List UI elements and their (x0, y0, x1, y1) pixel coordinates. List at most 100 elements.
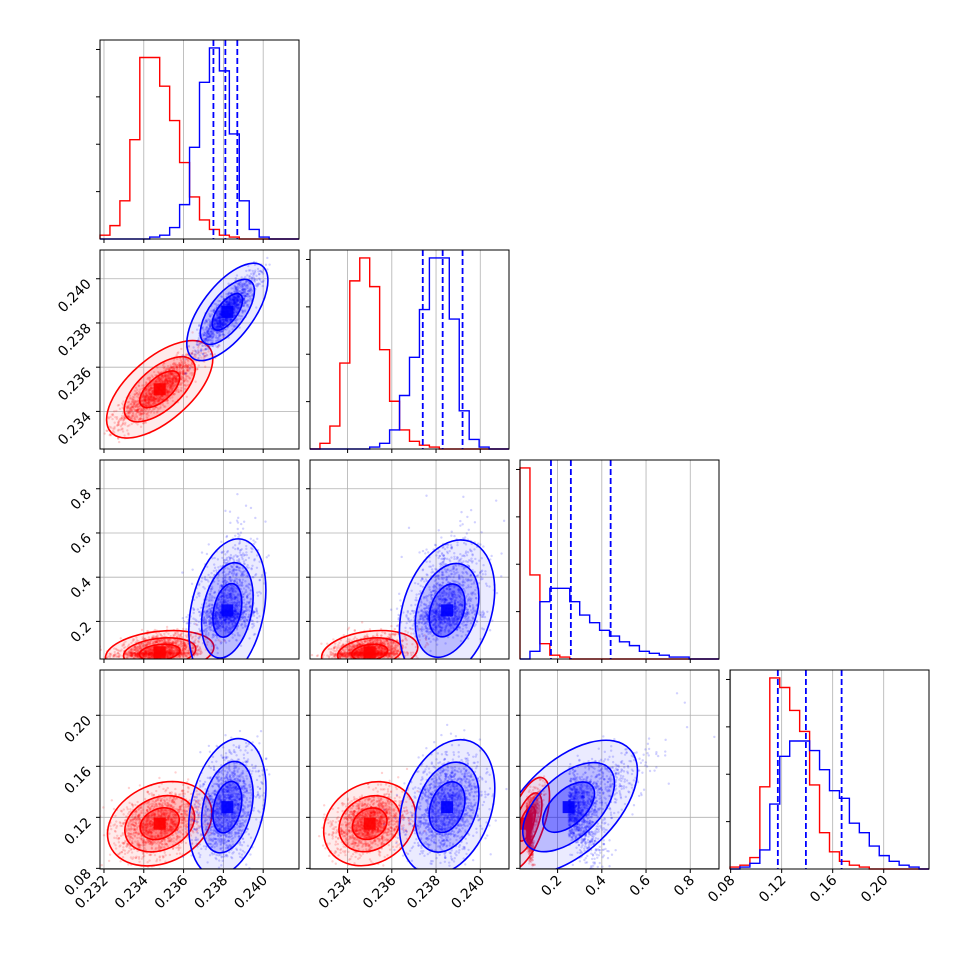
sample-point (253, 278, 256, 281)
sample-point (118, 417, 122, 421)
sample-point (145, 388, 148, 391)
sample-point (207, 335, 211, 339)
sample-point (166, 380, 170, 383)
sample-point (207, 329, 210, 332)
sample-point (152, 396, 155, 399)
sample-point (260, 270, 264, 274)
sample-point (181, 376, 185, 379)
sample-point (171, 382, 175, 385)
sample-point (134, 405, 138, 408)
sample-point (165, 386, 169, 389)
sample-point (232, 302, 235, 305)
sample-point (213, 321, 216, 325)
sample-point (133, 393, 136, 396)
sample-point (154, 378, 157, 382)
sample-point (195, 368, 198, 371)
sample-point (136, 423, 139, 426)
sample-point (136, 410, 140, 414)
sample-point (127, 410, 130, 414)
sample-point (127, 406, 130, 410)
sample-point (181, 365, 185, 369)
sample-point (195, 367, 199, 371)
sample-point (172, 374, 175, 378)
sample-point (171, 399, 175, 403)
sample-point (133, 405, 137, 409)
sample-point (185, 366, 188, 369)
sample-point (164, 367, 168, 371)
sample-point (143, 394, 147, 398)
sample-point (174, 378, 178, 381)
sample-point (228, 301, 231, 304)
sample-point (216, 322, 219, 326)
sample-point (256, 537, 259, 541)
sample-point (163, 378, 166, 381)
sample-point (190, 371, 194, 375)
sample-point (175, 366, 178, 369)
sample-point (133, 409, 137, 412)
sample-point (144, 388, 148, 392)
sample-point (247, 292, 250, 295)
sample-point (170, 384, 174, 387)
sample-point (144, 389, 148, 393)
sample-point (161, 398, 164, 402)
sample-point (96, 433, 98, 435)
sample-point (130, 406, 133, 409)
sample-point (201, 353, 205, 356)
sample-point (181, 381, 185, 385)
sample-point (140, 412, 143, 416)
sample-point (182, 365, 186, 368)
sample-point (144, 398, 147, 402)
sample-point (216, 322, 220, 326)
sample-point (207, 323, 210, 327)
sample-point (110, 660, 112, 662)
sample-point (165, 382, 168, 386)
sample-point (202, 334, 206, 337)
sample-point (149, 386, 153, 390)
sample-point (150, 394, 154, 398)
sample-point (158, 395, 161, 399)
sample-point (130, 405, 133, 409)
sample-point (234, 301, 238, 305)
sample-point (133, 403, 136, 407)
sample-point (261, 272, 265, 275)
sample-point (207, 327, 211, 330)
sample-point (184, 372, 187, 375)
sample-point (128, 407, 132, 411)
sample-point (144, 396, 147, 399)
sample-point (215, 322, 218, 326)
sample-point (148, 376, 151, 379)
sample-point (109, 433, 112, 436)
panel-frame (519, 459, 720, 660)
sample-point (126, 429, 129, 432)
sample-point (153, 407, 156, 411)
sample-point (171, 373, 174, 376)
sample-point (160, 377, 163, 380)
sample-point (183, 378, 186, 382)
sample-point (139, 409, 143, 412)
sample-point (167, 391, 170, 395)
sample-point (153, 401, 157, 404)
sample-point (178, 366, 182, 369)
sample-point (158, 395, 161, 398)
sample-point (139, 412, 143, 415)
sample-point (117, 423, 121, 426)
sample-point (202, 334, 205, 338)
sample-point (215, 321, 219, 325)
sample-point (171, 366, 174, 370)
sample-point (149, 393, 153, 397)
sample-point (183, 372, 187, 375)
sample-point (142, 421, 145, 425)
sample-point (177, 365, 180, 368)
sample-point (219, 338, 222, 341)
sample-point (245, 303, 249, 307)
sample-point (147, 401, 151, 404)
sample-point (171, 377, 174, 381)
sample-point (120, 417, 123, 420)
sample-point (210, 327, 214, 331)
sample-point (234, 298, 237, 301)
sample-point (266, 256, 269, 260)
sample-point (210, 337, 213, 340)
density-peak (221, 305, 234, 318)
sample-point (242, 298, 246, 301)
sample-point (140, 408, 144, 412)
